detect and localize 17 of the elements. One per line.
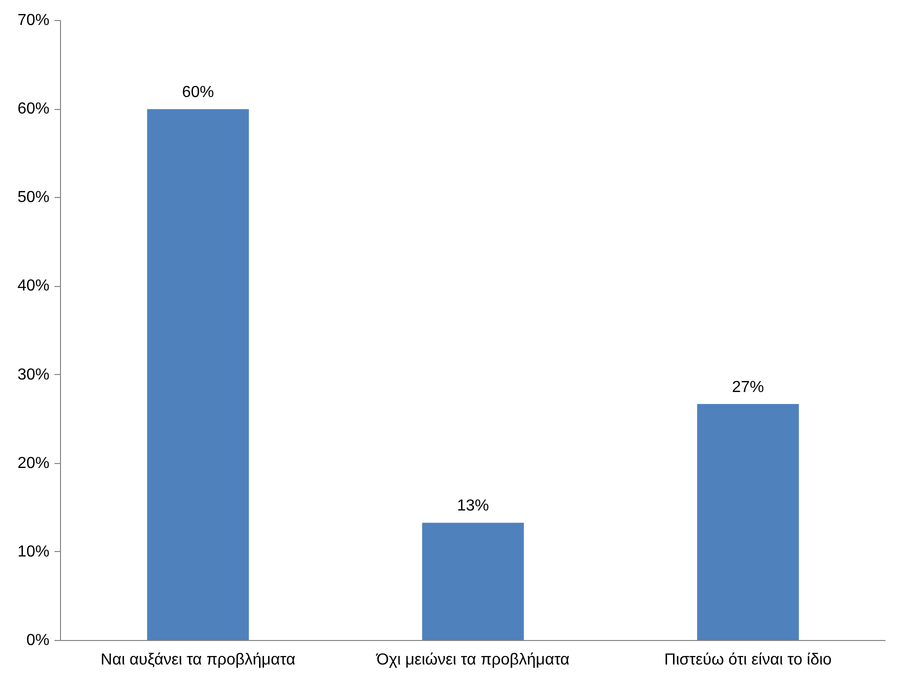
y-tick-label: 50%	[17, 189, 50, 206]
bar	[697, 404, 799, 640]
data-label: 27%	[732, 379, 764, 396]
y-tick-label: 30%	[17, 366, 50, 384]
y-tick-label: 60%	[17, 100, 50, 118]
bar	[422, 522, 524, 640]
x-tick-label: Πιστεύω ότι είναι το ίδιο	[664, 652, 832, 668]
y-tick-label: 20%	[17, 454, 50, 472]
y-tick-label: 40%	[17, 278, 50, 295]
y-tick-label: 0%	[26, 632, 50, 649]
x-tick-label: Ναι αυξάνει τα προβλήματα	[100, 652, 296, 668]
data-label: 13%	[456, 498, 490, 515]
y-tick-label: 70%	[17, 12, 50, 29]
bar	[147, 109, 249, 640]
data-label: 60%	[182, 84, 214, 102]
x-tick-label: Όχι μειώνει τα προβλήματα	[375, 652, 570, 668]
y-tick-label: 10%	[17, 543, 50, 560]
